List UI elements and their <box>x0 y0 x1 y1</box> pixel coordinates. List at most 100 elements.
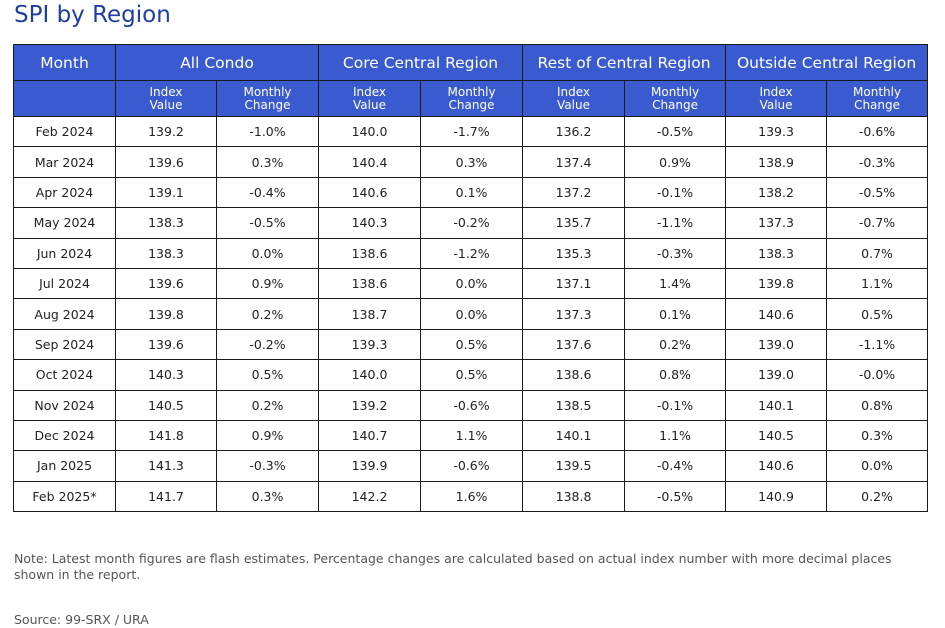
cell-monthly-change: -0.6% <box>826 115 929 148</box>
subheader-line: Change <box>448 97 495 112</box>
cell-month: May 2024 <box>13 207 116 239</box>
cell-month: Dec 2024 <box>13 419 116 452</box>
cell-monthly-change: -0.1% <box>624 389 727 421</box>
cell-monthly-change: -0.6% <box>420 389 524 421</box>
subheader-line: Value <box>557 97 590 112</box>
subheader-line: Change <box>652 97 699 112</box>
cell-monthly-change: -0.1% <box>624 176 727 209</box>
cell-index-value: 135.3 <box>522 237 626 269</box>
subheader-index-value: Index Value <box>318 80 422 117</box>
cell-monthly-change: 0.9% <box>215 419 320 452</box>
subheader-line: Monthly <box>853 84 902 99</box>
cell-monthly-change: 0.2% <box>624 328 727 361</box>
cell-monthly-change: 0.0% <box>215 237 320 269</box>
cell-monthly-change: -0.4% <box>215 176 320 209</box>
cell-index-value: 139.6 <box>115 146 217 178</box>
cell-monthly-change: 0.1% <box>420 176 524 209</box>
table-row: Jan 2025 141.3 -0.3% 139.9 -0.6% 139.5 -0.4% 14… <box>13 450 929 482</box>
cell-monthly-change: 0.0% <box>420 267 524 300</box>
subheader-line: Monthly <box>447 84 496 99</box>
cell-monthly-change: -1.1% <box>624 207 727 239</box>
cell-index-value: 137.3 <box>522 298 626 330</box>
cell-index-value: 141.8 <box>115 419 217 452</box>
cell-monthly-change: 0.2% <box>215 389 320 421</box>
table-row: Jun 2024 138.3 0.0% 138.6 -1.2% 135.3 -0.3% 138… <box>13 237 929 269</box>
table-row: Mar 2024 139.6 0.3% 140.4 0.3% 137.4 0.9% 138.9… <box>13 146 929 178</box>
cell-index-value: 138.6 <box>522 359 626 391</box>
subheader-line: Value <box>353 97 386 112</box>
cell-monthly-change: -0.5% <box>826 176 929 209</box>
subheader-line: Index <box>352 84 387 99</box>
cell-index-value: 140.6 <box>725 298 828 330</box>
cell-index-value: 141.7 <box>115 480 217 513</box>
cell-index-value: 140.9 <box>725 480 828 513</box>
cell-monthly-change: -0.4% <box>624 450 727 482</box>
cell-monthly-change: 1.1% <box>826 267 929 300</box>
subheader-index-value: Index Value <box>725 80 828 117</box>
cell-index-value: 139.8 <box>115 298 217 330</box>
cell-month: Aug 2024 <box>13 298 116 330</box>
cell-index-value: 140.0 <box>318 359 422 391</box>
cell-index-value: 140.4 <box>318 146 422 178</box>
table-row: Dec 2024 141.8 0.9% 140.7 1.1% 140.1 1.1% 140.5… <box>13 419 929 452</box>
cell-month: Jun 2024 <box>13 237 116 269</box>
cell-monthly-change: 0.7% <box>826 237 929 269</box>
cell-index-value: 139.0 <box>725 328 828 361</box>
cell-index-value: 138.3 <box>115 237 217 269</box>
cell-index-value: 139.5 <box>522 450 626 482</box>
cell-monthly-change: -1.0% <box>215 115 320 148</box>
cell-index-value: 140.5 <box>725 419 828 452</box>
cell-index-value: 140.6 <box>725 450 828 482</box>
cell-index-value: 138.9 <box>725 146 828 178</box>
table-row: Feb 2025* 141.7 0.3% 142.2 1.6% 138.8 -0.5% 140… <box>13 480 929 513</box>
cell-index-value: 142.2 <box>318 480 422 513</box>
header-core-central: Core Central Region <box>318 44 524 81</box>
subheader-line: Value <box>149 97 183 112</box>
cell-month: Mar 2024 <box>13 146 116 178</box>
cell-monthly-change: 1.1% <box>420 419 524 452</box>
spi-table: Month All Condo Core Central Region Rest… <box>13 44 929 513</box>
cell-index-value: 139.0 <box>725 359 828 391</box>
cell-monthly-change: -0.3% <box>215 450 320 482</box>
cell-index-value: 139.6 <box>115 328 217 361</box>
table-row: Nov 2024 140.5 0.2% 139.2 -0.6% 138.5 -0.1% 140… <box>13 389 929 421</box>
cell-index-value: 138.2 <box>725 176 828 209</box>
cell-monthly-change: -0.3% <box>826 146 929 178</box>
cell-monthly-change: 1.1% <box>624 419 727 452</box>
subheader-monthly-change: Monthly Change <box>624 80 727 117</box>
cell-monthly-change: -0.5% <box>624 480 727 513</box>
cell-monthly-change: 0.5% <box>420 328 524 361</box>
cell-index-value: 140.5 <box>115 389 217 421</box>
cell-index-value: 138.5 <box>522 389 626 421</box>
cell-monthly-change: 0.1% <box>624 298 727 330</box>
cell-index-value: 139.3 <box>318 328 422 361</box>
header-all-condo: All Condo <box>114 44 320 81</box>
cell-monthly-change: -1.2% <box>420 237 524 269</box>
cell-monthly-change: -0.0% <box>826 359 929 391</box>
cell-index-value: 135.7 <box>522 207 626 239</box>
cell-index-value: 139.6 <box>115 267 217 300</box>
cell-index-value: 138.3 <box>115 207 217 239</box>
cell-index-value: 139.2 <box>318 389 422 421</box>
cell-monthly-change: -1.7% <box>420 115 524 148</box>
cell-monthly-change: -0.2% <box>215 328 320 361</box>
table-row: Sep 2024 139.6 -0.2% 139.3 0.5% 137.6 0.2% 139.… <box>13 328 929 361</box>
header-month: Month <box>13 44 116 81</box>
cell-index-value: 138.6 <box>318 237 422 269</box>
source-note: Source: 99-SRX / URA <box>14 612 149 627</box>
cell-monthly-change: 0.3% <box>215 480 320 513</box>
cell-monthly-change: 0.2% <box>826 480 929 513</box>
cell-index-value: 141.3 <box>115 450 217 482</box>
cell-index-value: 139.8 <box>725 267 828 300</box>
cell-monthly-change: 0.2% <box>215 298 320 330</box>
cell-index-value: 137.1 <box>522 267 626 300</box>
cell-index-value: 138.3 <box>725 237 828 269</box>
subheader-index-value: Index Value <box>522 80 626 117</box>
cell-monthly-change: 0.5% <box>215 359 320 391</box>
cell-monthly-change: -0.5% <box>624 115 727 148</box>
cell-index-value: 140.1 <box>522 419 626 452</box>
cell-month: Jul 2024 <box>13 267 116 300</box>
cell-index-value: 140.7 <box>318 419 422 452</box>
subheader-line: Change <box>854 97 901 112</box>
header-month-blank <box>13 80 116 117</box>
